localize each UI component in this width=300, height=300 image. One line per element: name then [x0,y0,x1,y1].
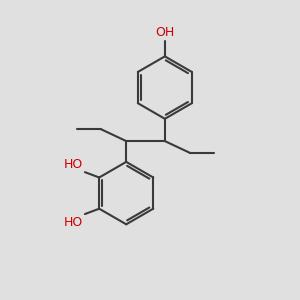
Text: OH: OH [155,26,175,38]
Text: HO: HO [64,158,83,171]
Text: HO: HO [64,215,83,229]
